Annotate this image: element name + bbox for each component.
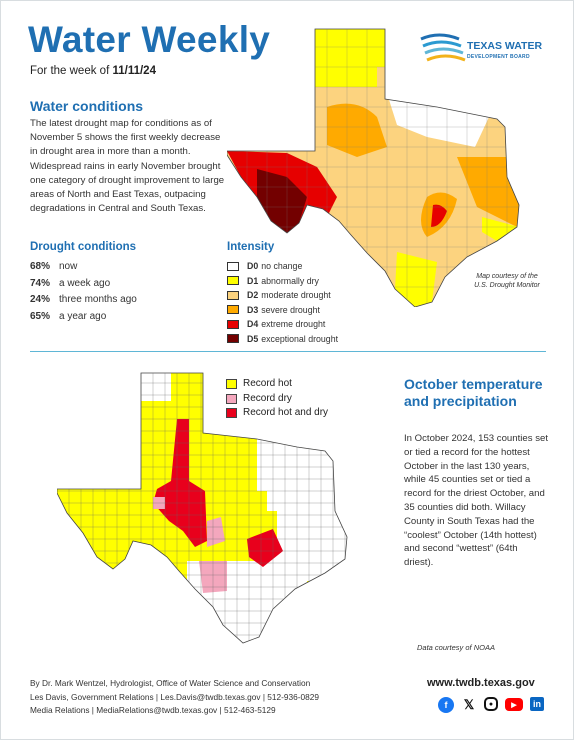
legend-code: D0: [247, 261, 259, 271]
legend-swatch: [227, 276, 239, 286]
legend-code: D4: [247, 319, 259, 329]
week-date: 11/11/24: [112, 65, 156, 77]
list-item: 65% a year ago: [30, 309, 137, 326]
footer-contact-1[interactable]: Les Davis, Government Relations | Les.Da…: [30, 691, 319, 702]
october-heading: October temperature and precipitation: [404, 376, 543, 409]
records-map: [57, 372, 348, 644]
legend-item: Record hot and dry: [226, 406, 328, 421]
intensity-legend: D0 no change D1 abnormally dry D2 moderate …: [227, 259, 338, 346]
legend-swatch: [227, 334, 239, 344]
page-title: Water Weekly: [28, 19, 271, 60]
footer-contact-2[interactable]: Media Relations | MediaRelations@twdb.te…: [30, 705, 276, 715]
october-body: In October 2024, 153 counties set or tie…: [404, 433, 548, 569]
water-conditions-heading: Water conditions: [30, 98, 144, 114]
drought-conditions-list: 68% now 74% a week ago 24% three months ago…: [30, 259, 137, 325]
legend-code: D3: [247, 304, 259, 315]
legend-swatch: [226, 379, 237, 390]
list-item: 24% three months ago: [30, 292, 137, 309]
percent-value: 65%: [30, 310, 51, 322]
legend-swatch: [227, 319, 239, 329]
legend-item: Record hot: [226, 377, 328, 392]
week-line: For the week of 11/11/24: [30, 65, 156, 77]
records-map-credit: Data courtesy of NOAA: [417, 643, 495, 652]
period-label: three months ago: [59, 294, 137, 305]
percent-value: 68%: [30, 261, 51, 272]
period-label: a year ago: [59, 310, 107, 322]
legend-label: Record hot: [243, 378, 292, 389]
logo-name: TEXAS WATER: [467, 40, 543, 52]
legend-label: exceptional drought: [261, 333, 339, 344]
legend-label: moderate drought: [261, 290, 331, 300]
legend-item: D3 severe drought: [227, 303, 338, 318]
youtube-icon[interactable]: ▶: [505, 698, 523, 711]
section-divider: [30, 351, 546, 352]
intensity-heading: Intensity: [227, 241, 275, 253]
water-conditions-body: The latest drought map for conditions as…: [30, 118, 225, 215]
legend-item: D5 exceptional drought: [227, 332, 338, 347]
instagram-icon[interactable]: ●: [484, 697, 498, 711]
drought-map-credit-line2: U.S. Drought Monitor: [474, 282, 540, 289]
legend-item: D2 moderate drought: [227, 288, 338, 303]
legend-label: abnormally dry: [261, 275, 319, 286]
list-item: 68% now: [30, 259, 137, 276]
legend-label: no change: [261, 261, 303, 271]
legend-label: Record hot and dry: [243, 407, 329, 418]
legend-code: D1: [247, 275, 259, 286]
drought-map-credit-line1: Map courtesy of the: [476, 273, 538, 280]
twdb-logo: [420, 33, 466, 62]
week-prefix: For the week of: [30, 65, 110, 77]
drought-map-credit: Map courtesy of the U.S. Drought Monitor: [467, 272, 547, 290]
legend-swatch: [226, 393, 237, 404]
period-label: now: [59, 261, 78, 272]
x-icon[interactable]: 𝕏: [461, 697, 477, 713]
legend-label: severe drought: [261, 304, 320, 315]
legend-label: Record dry: [243, 392, 292, 404]
drought-conditions-heading: Drought conditions: [30, 241, 137, 253]
facebook-icon[interactable]: f: [438, 697, 454, 713]
percent-value: 24%: [30, 294, 51, 305]
footer: By Dr. Mark Wentzel, Hydrologist, Office…: [30, 677, 319, 718]
legend-code: D5: [247, 333, 259, 344]
period-label: a week ago: [59, 277, 111, 289]
legend-item: D1 abnormally dry: [227, 274, 338, 289]
percent-value: 74%: [30, 277, 51, 289]
linkedin-icon[interactable]: in: [530, 697, 544, 711]
drought-map: [227, 28, 520, 307]
legend-swatch: [227, 305, 239, 315]
logo-subtitle: DEVELOPMENT BOARD: [467, 54, 530, 60]
legend-swatch: [226, 408, 237, 419]
legend-item: D0 no change: [227, 259, 338, 274]
legend-swatch: [227, 261, 239, 271]
legend-swatch: [227, 290, 239, 300]
legend-item: D4 extreme drought: [227, 317, 338, 332]
footer-author: By Dr. Mark Wentzel, Hydrologist, Office…: [30, 678, 311, 688]
legend-label: extreme drought: [261, 319, 326, 329]
website-link[interactable]: www.twdb.texas.gov: [427, 677, 535, 689]
legend-code: D2: [247, 290, 259, 300]
records-legend: Record hot Record dry Record hot and dry: [226, 377, 328, 421]
legend-item: Record dry: [226, 392, 328, 407]
list-item: 74% a week ago: [30, 276, 137, 293]
social-links: f 𝕏 ● ▶ in: [438, 697, 544, 713]
